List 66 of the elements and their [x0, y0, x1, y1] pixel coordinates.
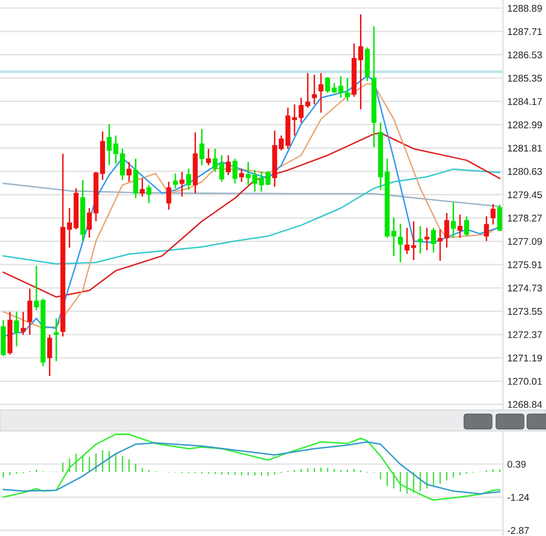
- y-tick-label: 1278.27: [508, 214, 542, 222]
- line-series: [2, 168, 500, 265]
- y-tick-label: 1287.71: [508, 28, 542, 36]
- candlestick: [54, 318, 59, 362]
- candlestick: [444, 212, 450, 248]
- candlestick: [464, 216, 470, 237]
- y-tick-label: 1284.17: [508, 98, 542, 105]
- line-series: [2, 441, 500, 494]
- y-tick-label: 1285.35: [508, 74, 542, 82]
- y-tick-label: 1286.53: [508, 51, 542, 58]
- candlestick: [232, 158, 238, 184]
- y-tick-label: -1.24: [508, 494, 530, 501]
- candlestick: [391, 216, 396, 257]
- candlestick: [146, 184, 152, 204]
- line-series: [2, 132, 500, 298]
- y-tick-label: 1271.19: [508, 354, 542, 362]
- candlestick: [318, 72, 324, 114]
- candlestick: [398, 223, 403, 264]
- line-series: [2, 434, 500, 501]
- y-tick-label: 1288.89: [508, 4, 542, 12]
- candlestick: [246, 161, 251, 186]
- candlestick: [186, 168, 192, 191]
- candlestick: [219, 154, 224, 182]
- candlestick: [199, 128, 204, 166]
- candlestick: [424, 227, 430, 251]
- y-tick-label: 1274.73: [508, 284, 542, 292]
- candlestick: [212, 148, 218, 173]
- candlestick: [312, 74, 317, 106]
- candlestick: [206, 148, 211, 166]
- y-tick-label: 1281.81: [508, 144, 542, 152]
- y-tick-label: 1270.01: [508, 378, 542, 385]
- y-tick-label: 1275.91: [508, 261, 542, 268]
- y-tick-label: 1282.99: [508, 121, 542, 128]
- candlestick: [106, 123, 112, 166]
- candlestick: [27, 288, 32, 336]
- candlestick: [14, 311, 20, 348]
- candlestick: [431, 227, 436, 254]
- candlestick: [490, 203, 496, 226]
- candlestick: [305, 72, 310, 108]
- candlestick: [458, 214, 462, 238]
- y-tick-label: 1279.45: [508, 191, 542, 198]
- y-tick-label: 1280.63: [508, 168, 542, 175]
- candlestick: [166, 181, 172, 210]
- candlestick: [438, 228, 443, 262]
- y-tick-label: -2.87: [508, 527, 529, 534]
- y-tick-label: 0.39: [508, 460, 526, 468]
- candlestick: [332, 82, 337, 94]
- candlestick: [133, 158, 138, 199]
- candlestick: [126, 161, 132, 182]
- candlestick: [484, 216, 489, 242]
- candlestick: [450, 201, 456, 238]
- candlestick: [172, 172, 178, 189]
- candlestick: [140, 178, 145, 198]
- y-tick-label: 1273.55: [508, 308, 542, 315]
- candlestick: [325, 76, 330, 94]
- candlestick: [180, 171, 184, 198]
- candlestick: [226, 154, 231, 176]
- candlestick: [278, 134, 284, 152]
- candlestick: [418, 226, 423, 254]
- y-tick-label: 1277.09: [508, 238, 542, 245]
- y-tick-label: 1272.37: [508, 331, 542, 338]
- candlestick: [239, 168, 244, 182]
- candlestick: [20, 311, 26, 336]
- y-tick-label: 1268.84: [508, 401, 542, 408]
- candlestick: [47, 334, 52, 377]
- candlestick: [497, 204, 502, 232]
